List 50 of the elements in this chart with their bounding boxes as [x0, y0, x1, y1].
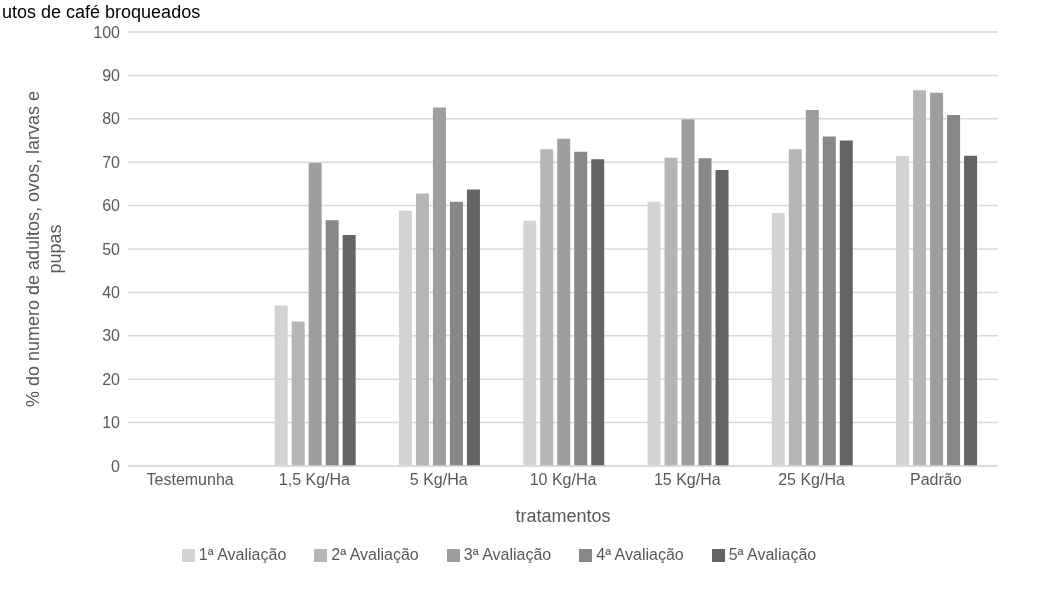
bar — [715, 170, 729, 466]
bar — [574, 151, 588, 466]
y-tick-label: 90 — [102, 67, 121, 85]
x-tick-label: 25 Kg/Ha — [778, 471, 846, 489]
bar — [930, 92, 944, 466]
legend-label: 3ª Avaliação — [463, 546, 552, 563]
bar — [805, 110, 819, 466]
legend-label: 2ª Avaliação — [331, 546, 419, 563]
bar — [540, 149, 554, 466]
bar — [415, 193, 429, 466]
bar — [342, 235, 356, 466]
bar — [449, 201, 463, 466]
legend-label: 1ª Avaliação — [198, 546, 287, 563]
y-tick-label: 40 — [102, 284, 121, 302]
bar — [664, 157, 678, 466]
bar — [681, 119, 695, 466]
y-tick-label: 30 — [102, 327, 121, 345]
y-tick-label: 70 — [102, 153, 121, 171]
bar — [964, 155, 978, 466]
bar — [788, 149, 802, 466]
bar — [308, 163, 322, 466]
x-tick-label: Padrão — [910, 471, 962, 489]
y-tick-label: 20 — [102, 370, 121, 388]
bar — [325, 220, 339, 466]
y-axis-title: % do numero de adultos, ovos, larvas e pupas — [23, 90, 65, 408]
bar — [432, 107, 446, 466]
bar — [591, 159, 605, 466]
y-tick-label: 80 — [102, 110, 121, 128]
y-tick-label: 10 — [102, 414, 121, 432]
bar — [947, 114, 961, 466]
chart-title: utos de café broqueados — [2, 2, 201, 22]
bar — [698, 158, 712, 466]
bar — [839, 140, 853, 466]
y-tick-label: 60 — [102, 197, 121, 215]
x-tick-label: 15 Kg/Ha — [653, 471, 721, 489]
x-tick-label: 10 Kg/Ha — [529, 471, 597, 489]
y-tick-label: 50 — [102, 240, 121, 258]
x-tick-label: 5 Kg/Ha — [409, 471, 468, 489]
legend-label: 4ª Avaliação — [596, 546, 684, 563]
legend-label: 5ª Avaliação — [728, 546, 817, 563]
x-tick-label: 1,5 Kg/Ha — [278, 471, 351, 489]
y-tick-label: 0 — [111, 457, 121, 475]
bar — [557, 138, 571, 466]
bar — [913, 90, 927, 466]
x-axis-title: tratamentos — [515, 506, 611, 526]
bar — [466, 189, 480, 466]
y-tick-label: 100 — [93, 23, 121, 41]
bar — [291, 321, 305, 466]
bar — [822, 136, 836, 466]
x-tick-label: Testemunha — [146, 471, 234, 489]
